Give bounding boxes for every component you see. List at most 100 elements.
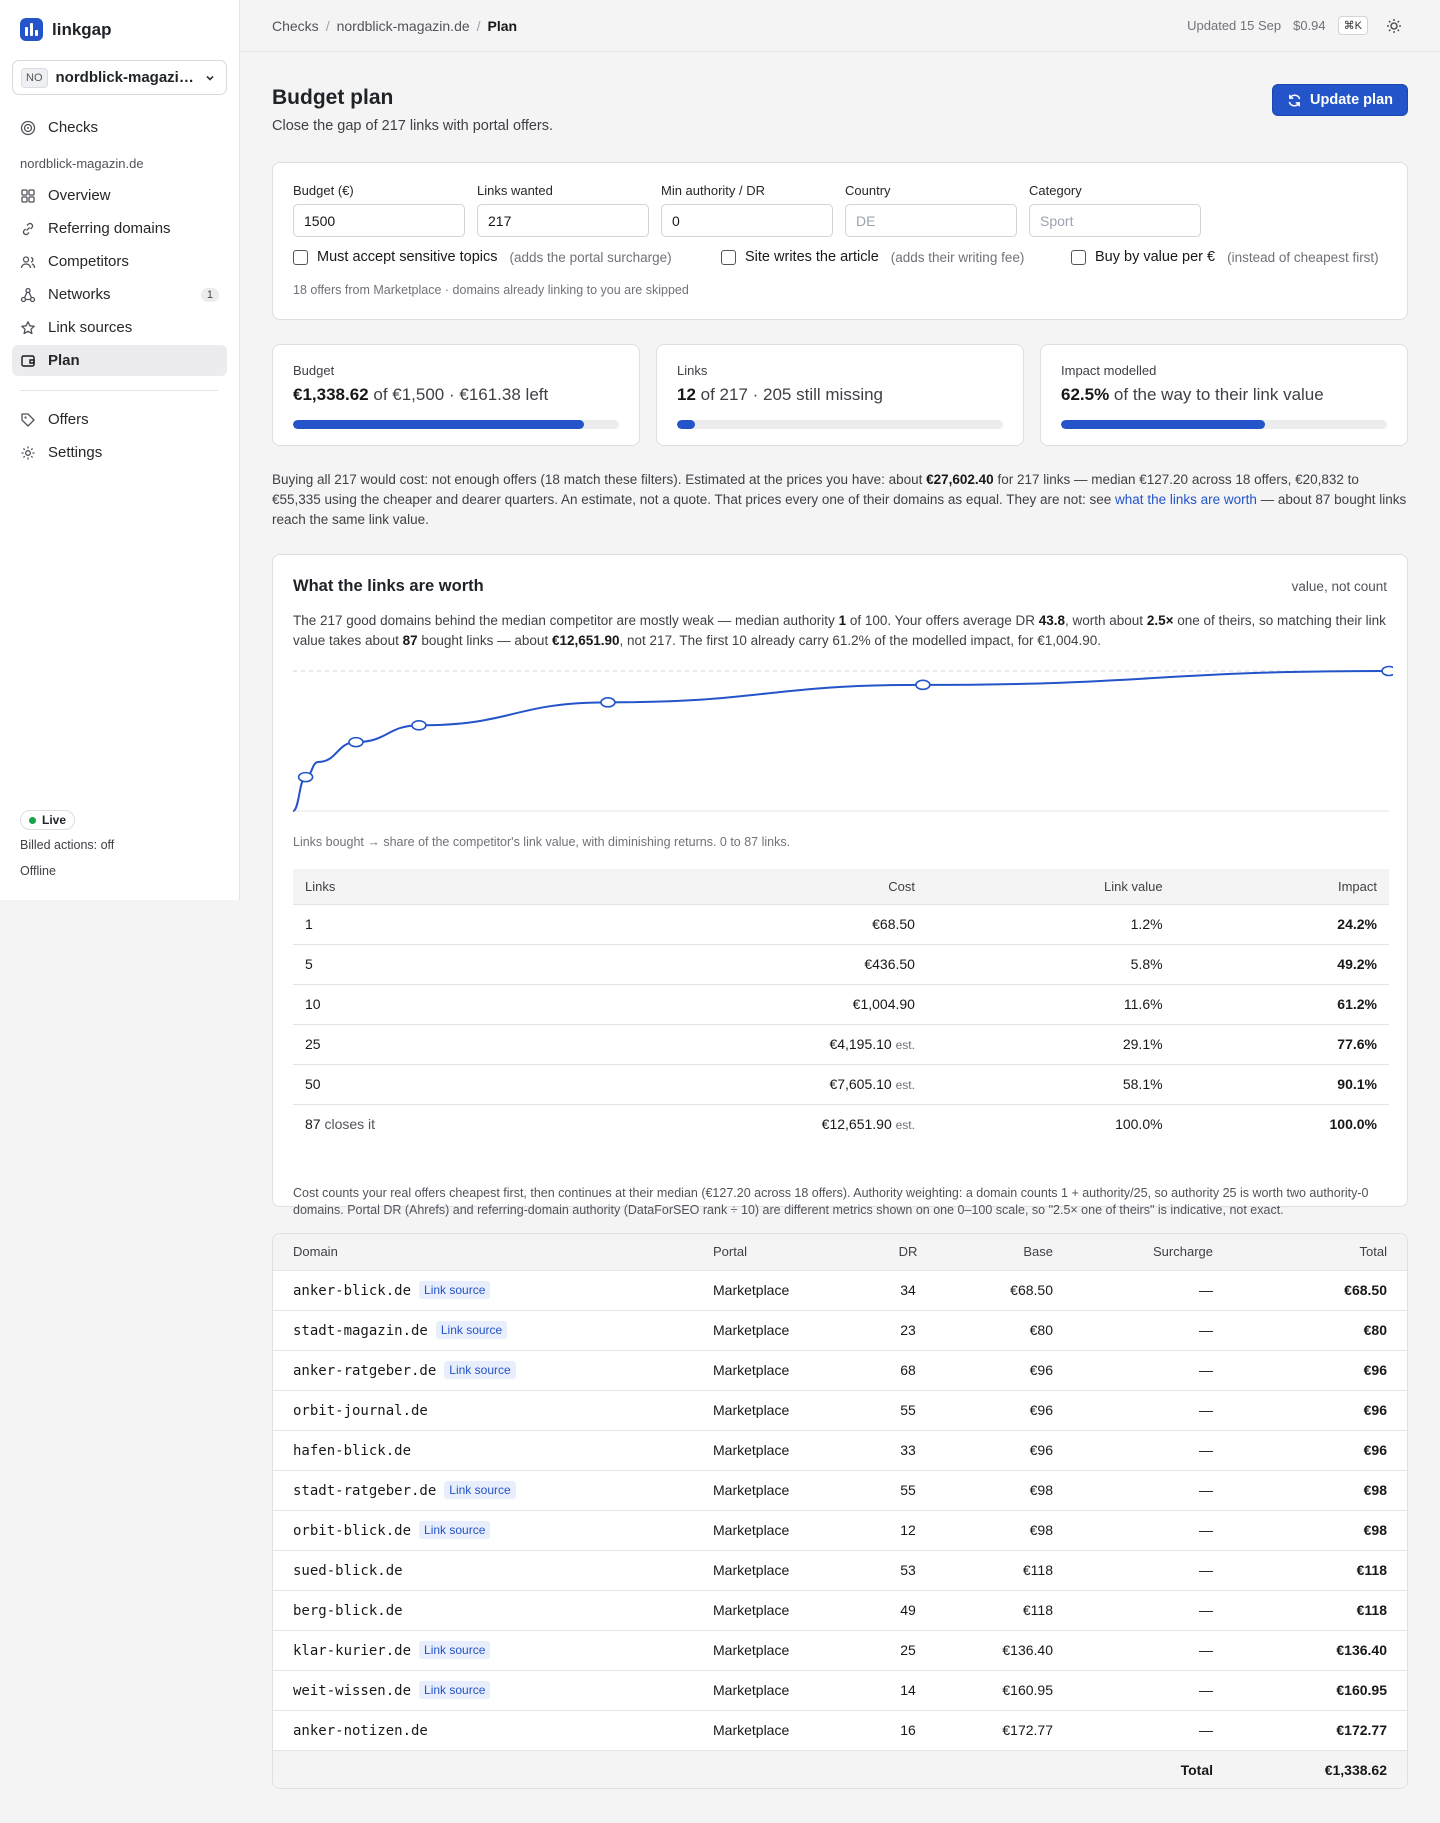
domain-name[interactable]: berg-blick.de — [293, 1602, 403, 1619]
stat-value-rest: of 217 · 205 still missing — [695, 385, 884, 404]
writes-article-checkbox[interactable]: Site writes the article (adds their writ… — [721, 249, 1024, 265]
value-per-euro-label: Buy by value per € — [1095, 249, 1216, 265]
users-icon — [20, 254, 36, 270]
domain-name[interactable]: anker-notizen.de — [293, 1722, 428, 1739]
update-plan-button[interactable]: Update plan — [1272, 84, 1408, 116]
cell-domain: klar-kurier.de Link source — [273, 1630, 693, 1671]
table-row: 50 €7,605.10 est. 58.1% 90.1% — [293, 1063, 1389, 1104]
domain-name[interactable]: hafen-blick.de — [293, 1442, 412, 1459]
table-row[interactable]: anker-ratgeber.de Link source Marketplace 6… — [273, 1350, 1407, 1391]
cell-portal: Marketplace — [693, 1350, 863, 1391]
table-row[interactable]: anker-blick.de Link source Marketplace 34 €6… — [273, 1270, 1407, 1311]
domain-name[interactable]: orbit-journal.de — [293, 1402, 428, 1419]
stat-value: 12 of 217 · 205 still missing — [677, 385, 883, 405]
table-row[interactable]: orbit-journal.de Marketplace 55 €96— €96 — [273, 1390, 1407, 1431]
table-row[interactable]: stadt-ratgeber.de Link source Marketplace 5… — [273, 1470, 1407, 1511]
checkbox-box[interactable] — [721, 249, 736, 265]
domain-name[interactable]: stadt-ratgeber.de — [293, 1483, 437, 1499]
brand[interactable]: linkgap — [20, 18, 112, 41]
domain-name[interactable]: klar-kurier.de — [293, 1643, 412, 1659]
cell-total: €68.50 — [1233, 1270, 1407, 1311]
topbar: Checks / nordblick-magazin.de / Plan Updated… — [240, 0, 1440, 52]
cell-total: €118 — [1233, 1590, 1407, 1631]
cell-domain: sued-blick.de — [273, 1550, 693, 1591]
sidebar-item-settings[interactable]: Settings — [12, 437, 227, 468]
sidebar-item-link-sources[interactable]: Link sources — [12, 312, 227, 343]
stat-value: €1,338.62 of €1,500 · €161.38 left — [293, 385, 548, 405]
domain-name[interactable]: sued-blick.de — [293, 1562, 403, 1579]
command-palette-button[interactable]: ⌘K — [1337, 16, 1368, 35]
domain-name[interactable]: weit-wissen.de — [293, 1683, 412, 1699]
sidebar-item-checks[interactable]: Checks — [12, 112, 227, 143]
stat-label: Links — [677, 363, 708, 378]
project-switcher[interactable]: NO nordblick-magazin.de — [12, 60, 227, 95]
section-title: What the links are worth — [293, 577, 484, 595]
stat-label: Budget — [293, 363, 335, 378]
sidebar-item-offers[interactable]: Offers — [12, 404, 227, 435]
sidebar-item-overview[interactable]: Overview — [12, 180, 227, 211]
table-row: 87 closes it €12,651.90 est. 100.0% 100.0% — [293, 1103, 1389, 1144]
page-title: Budget plan — [272, 86, 394, 109]
writes-article-hint: (adds their writing fee) — [890, 249, 1025, 265]
links-worth-link[interactable]: what the links are worth — [1115, 492, 1257, 507]
sensitive-topics-hint: (adds the portal surcharge) — [509, 249, 672, 265]
sidebar-item-label: Offers — [48, 411, 89, 428]
value-per-euro-checkbox[interactable]: Buy by value per € (instead of cheapest … — [1071, 249, 1379, 265]
link-source-badge: Link source — [419, 1681, 491, 1699]
theme-toggle-sun-icon[interactable] — [1380, 12, 1408, 40]
checkbox-box[interactable] — [1071, 249, 1086, 265]
cell-dr: 34 — [863, 1270, 953, 1311]
tag-icon — [20, 412, 36, 428]
filters-card: Budget (€) 1500 Links wanted 217 Min aut… — [272, 162, 1408, 320]
budget-input[interactable]: 1500 — [293, 204, 465, 237]
col-link-value: Link value — [926, 869, 1175, 904]
sidebar-item-referring-domains[interactable]: Referring domains — [12, 213, 227, 244]
progress-fill — [677, 420, 695, 429]
category-input[interactable]: Sport — [1029, 204, 1201, 237]
cell-base: €96 — [953, 1390, 1073, 1431]
table-row: 10 €1,004.90 11.6% 61.2% — [293, 983, 1389, 1024]
link-source-badge: Link source — [444, 1481, 516, 1499]
table-row[interactable]: berg-blick.de Marketplace 49 €118— €118 — [273, 1590, 1407, 1631]
impact-chart — [293, 665, 1393, 812]
cell-portal: Marketplace — [693, 1630, 863, 1671]
cell-base: €172.77 — [953, 1710, 1073, 1751]
cell-base: €68.50 — [953, 1270, 1073, 1311]
cell-portal: Marketplace — [693, 1670, 863, 1711]
sidebar-item-networks[interactable]: Networks 1 — [12, 279, 227, 310]
chart-point — [1381, 665, 1393, 677]
cell-dr: 33 — [863, 1430, 953, 1471]
links-wanted-input[interactable]: 217 — [477, 204, 649, 237]
stat-value-strong: €1,338.62 — [293, 385, 369, 404]
filters-note: 18 offers from Marketplace · domains alr… — [293, 283, 689, 297]
min-authority-input[interactable]: 0 — [661, 204, 833, 237]
cell-links: 50 — [293, 1063, 576, 1104]
table-row[interactable]: orbit-blick.de Link source Marketplace 12 €9… — [273, 1510, 1407, 1551]
sidebar-item-plan[interactable]: Plan — [12, 345, 227, 376]
sensitive-topics-checkbox[interactable]: Must accept sensitive topics (adds the p… — [293, 249, 672, 265]
domain-name[interactable]: anker-ratgeber.de — [293, 1363, 437, 1379]
col-surcharge: Surcharge — [1073, 1234, 1233, 1271]
table-row[interactable]: stadt-magazin.de Link source Marketplace 23… — [273, 1310, 1407, 1351]
table-row[interactable]: anker-notizen.de Marketplace 16 €172.77— €17… — [273, 1710, 1407, 1751]
country-input[interactable]: DE — [845, 204, 1017, 237]
table-row[interactable]: hafen-blick.de Marketplace 33 €96— €96 — [273, 1430, 1407, 1471]
country-field: Country DE — [845, 183, 1017, 237]
domain-name[interactable]: anker-blick.de — [293, 1283, 412, 1299]
impact-line — [293, 670, 1390, 812]
table-row[interactable]: sued-blick.de Marketplace 53 €118— €118 — [273, 1550, 1407, 1591]
table-row[interactable]: klar-kurier.de Link source Marketplace 25 €1… — [273, 1630, 1407, 1671]
budget-stat-card: Budget €1,338.62 of €1,500 · €161.38 lef… — [272, 344, 640, 446]
cell-dr: 55 — [863, 1390, 953, 1431]
sidebar-item-competitors[interactable]: Competitors — [12, 246, 227, 277]
domain-name[interactable]: orbit-blick.de — [293, 1523, 412, 1539]
cell-cost: €12,651.90 est. — [575, 1103, 927, 1144]
cell-impact: 61.2% — [1174, 983, 1389, 1024]
table-row[interactable]: weit-wissen.de Link source Marketplace 14 €1… — [273, 1670, 1407, 1711]
breadcrumb-checks[interactable]: Checks — [272, 17, 319, 34]
checkbox-box[interactable] — [293, 249, 308, 265]
cell-link-value: 5.8% — [926, 943, 1175, 984]
domain-name[interactable]: stadt-magazin.de — [293, 1323, 428, 1339]
breadcrumb-project[interactable]: nordblick-magazin.de — [336, 17, 470, 34]
budget-progress-bar — [293, 420, 619, 429]
